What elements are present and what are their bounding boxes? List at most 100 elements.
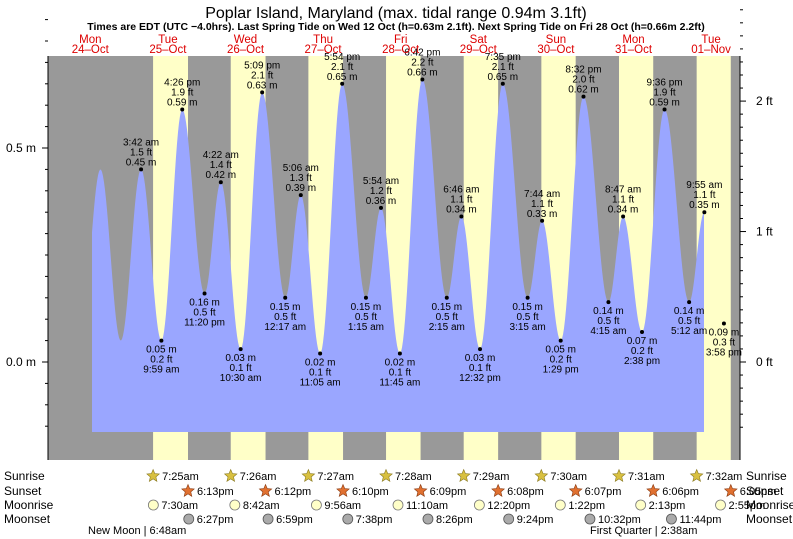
moonset-label-left: Moonset bbox=[4, 512, 51, 526]
sunset-time: 6:07pm bbox=[585, 486, 622, 498]
tide-label: 8:32 pm bbox=[565, 65, 601, 76]
chart-title: Poplar Island, Maryland (max. tidal rang… bbox=[205, 5, 587, 22]
tide-label: 0.02 m bbox=[305, 357, 336, 368]
tide-label: 0.5 ft bbox=[355, 312, 377, 323]
tide-point bbox=[581, 94, 586, 99]
sunrise-icon bbox=[689, 468, 704, 482]
moonrise-time: 1:22pm bbox=[568, 500, 605, 512]
tide-label: 0.5 ft bbox=[436, 312, 458, 323]
moonrise-time: 2:13pm bbox=[649, 500, 686, 512]
tide-point bbox=[202, 291, 207, 296]
tide-point bbox=[180, 107, 185, 112]
date-label: 29–Oct bbox=[460, 44, 498, 56]
moonrise-time: 7:30am bbox=[161, 500, 198, 512]
moonset-icon bbox=[262, 513, 274, 525]
sunset-icon bbox=[491, 483, 506, 497]
header: Poplar Island, Maryland (max. tidal rang… bbox=[72, 5, 731, 56]
tide-point bbox=[687, 300, 692, 305]
sunrise-icon bbox=[456, 468, 471, 482]
tide-label: 1.1 ft bbox=[693, 190, 715, 201]
tide-point bbox=[238, 347, 243, 352]
tide-point bbox=[478, 347, 483, 352]
tide-label: 5:54 am bbox=[363, 176, 399, 187]
moonrise-icon bbox=[473, 499, 485, 511]
tide-label: 0.42 m bbox=[206, 170, 237, 181]
day-of-week-label: Fri bbox=[394, 34, 407, 46]
tide-label: 0.65 m bbox=[488, 72, 519, 83]
tide-point bbox=[283, 295, 288, 300]
sunset-time: 6:13pm bbox=[197, 486, 234, 498]
moonset-time: 6:27pm bbox=[197, 514, 234, 526]
tide-point bbox=[139, 167, 144, 172]
tide-label: 0.15 m bbox=[512, 302, 543, 313]
tide-label: 0.62 m bbox=[568, 85, 599, 96]
tide-point bbox=[218, 180, 223, 185]
moonset-time: 8:26pm bbox=[436, 514, 473, 526]
tide-label: 2.0 ft bbox=[572, 75, 594, 86]
tide-label: 0.63 m bbox=[247, 80, 278, 91]
tide-label: 9:55 am bbox=[686, 180, 722, 191]
tide-point bbox=[397, 351, 402, 356]
moonrise-time: 2:55pm bbox=[729, 500, 766, 512]
moonrise-time: 8:42am bbox=[243, 500, 280, 512]
tide-label: 1.1 ft bbox=[531, 199, 553, 210]
tide-label: 12:32 pm bbox=[459, 373, 501, 384]
sunset-time: 6:08pm bbox=[507, 486, 544, 498]
tide-point bbox=[640, 330, 645, 335]
moonset-time: 6:59pm bbox=[276, 514, 313, 526]
sunrise-icon bbox=[223, 468, 238, 482]
day-of-week-label: Tue bbox=[158, 34, 177, 46]
tide-label: 0.1 ft bbox=[309, 367, 331, 378]
tide-label: 7:44 am bbox=[524, 189, 560, 200]
day-of-week-label: Tue bbox=[701, 34, 720, 46]
sunrise-time: 7:29am bbox=[473, 471, 510, 483]
tide-label: 0.5 ft bbox=[193, 308, 215, 319]
moonset-icon bbox=[666, 513, 677, 525]
tide-point bbox=[298, 193, 303, 198]
day-of-week-label: Mon bbox=[79, 34, 101, 46]
tide-label: 0.05 m bbox=[146, 345, 177, 356]
tide-label: 5:09 pm bbox=[244, 60, 280, 71]
tide-label: 1.1 ft bbox=[612, 194, 634, 205]
sunset-icon bbox=[181, 483, 195, 497]
tide-label: 8:47 am bbox=[605, 184, 641, 195]
sunset-icon bbox=[723, 483, 738, 497]
tide-label: 0.65 m bbox=[327, 72, 358, 83]
tide-label: 4:22 am bbox=[203, 150, 239, 161]
tide-label: 1.9 ft bbox=[171, 87, 193, 98]
sunrise-icon bbox=[612, 468, 626, 482]
date-label: 01–Nov bbox=[691, 44, 731, 56]
moonrise-label-left: Moonrise bbox=[4, 498, 54, 512]
tide-label: 5:12 am bbox=[671, 326, 707, 337]
tide-point bbox=[159, 338, 164, 343]
left-tick-label: 0.5 m bbox=[6, 141, 36, 155]
sunset-time: 6:06pm bbox=[662, 486, 699, 498]
tide-label: 0.35 m bbox=[689, 200, 720, 211]
right-tick-label: 1 ft bbox=[756, 225, 773, 239]
tide-label: 0.5 ft bbox=[516, 312, 538, 323]
tide-point bbox=[318, 351, 323, 356]
tide-label: 3:58 pm bbox=[706, 347, 742, 358]
tide-label: 1.5 ft bbox=[130, 147, 152, 158]
tide-label: 11:20 pm bbox=[184, 318, 225, 329]
sunrise-time: 7:32am bbox=[706, 471, 743, 483]
tide-label: 4:15 am bbox=[590, 326, 626, 337]
tide-label: 0.5 ft bbox=[678, 316, 700, 327]
tide-label: 0.1 ft bbox=[469, 363, 491, 374]
tide-label: 0.2 ft bbox=[631, 346, 653, 357]
tide-label: 11:45 am bbox=[379, 377, 420, 388]
moon-phase-new: New Moon | 6:48am bbox=[88, 525, 186, 537]
sunrise-time: 7:25am bbox=[162, 471, 199, 483]
tide-label: 0.14 m bbox=[593, 306, 624, 317]
tide-point bbox=[420, 77, 425, 82]
tide-label: 3:42 am bbox=[123, 137, 159, 148]
moonrise-label-right: Moonrise bbox=[746, 498, 793, 512]
moonset-icon bbox=[342, 513, 354, 525]
tide-label: 3:15 am bbox=[510, 322, 546, 333]
tide-point bbox=[558, 338, 563, 343]
sunset-icon bbox=[646, 483, 661, 497]
tide-label: 0.66 m bbox=[407, 68, 438, 79]
tide-label: 2.1 ft bbox=[492, 62, 514, 73]
sunset-label-right: Sunset bbox=[746, 484, 784, 498]
